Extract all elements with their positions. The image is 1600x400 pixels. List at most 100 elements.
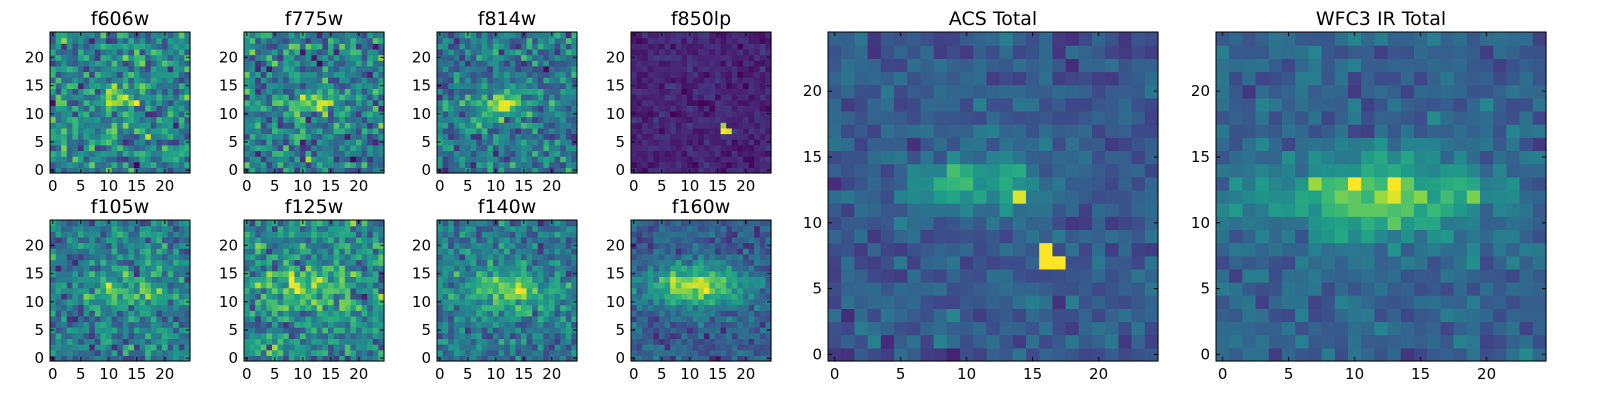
heatmap-cell: [173, 265, 180, 272]
heatmap-cell: [300, 236, 307, 244]
heatmap-cell: [549, 287, 556, 294]
heatmap-cell: [328, 110, 335, 118]
heatmap-cell: [277, 88, 284, 95]
heatmap-cell: [305, 116, 312, 123]
heatmap-cell: [249, 167, 256, 174]
heatmap-cell: [305, 287, 312, 294]
heatmap-cell: [731, 43, 738, 50]
heatmap-cell: [277, 220, 284, 227]
heatmap-cell: [442, 48, 449, 56]
heatmap-cell: [565, 355, 572, 362]
heatmap-cell: [367, 122, 374, 129]
heatmap-cell: [277, 298, 284, 306]
heatmap-cell: [543, 65, 550, 73]
heatmap-cell: [249, 298, 256, 306]
heatmap-cell: [50, 60, 57, 67]
heatmap-cell: [709, 304, 716, 311]
heatmap-cell: [305, 242, 312, 249]
heatmap-cell: [339, 60, 346, 67]
heatmap-cell: [350, 304, 357, 311]
heatmap-cell: [139, 355, 146, 362]
heatmap-cell: [156, 116, 163, 123]
heatmap-cell: [476, 293, 483, 300]
heatmap-cell: [316, 105, 323, 112]
heatmap-cell: [647, 139, 654, 146]
heatmap-cell: [78, 236, 85, 244]
heatmap-cell: [642, 327, 649, 334]
heatmap-cell: [272, 150, 279, 157]
heatmap-cell: [150, 338, 157, 345]
heatmap-cell: [378, 253, 385, 261]
heatmap-cell: [681, 60, 688, 67]
heatmap-cell: [631, 282, 638, 289]
heatmap-cell: [476, 225, 483, 232]
heatmap-cell: [322, 310, 329, 317]
heatmap-cell: [465, 304, 472, 311]
heatmap-cell: [255, 77, 262, 84]
heatmap-cell: [759, 82, 766, 89]
heatmap-cell: [167, 287, 174, 294]
heatmap-cell: [134, 259, 141, 266]
heatmap-cell: [134, 344, 141, 351]
heatmap-cell: [316, 77, 323, 84]
heatmap-cell: [698, 99, 705, 106]
heatmap-cell: [560, 110, 567, 118]
heatmap-cell: [521, 60, 528, 67]
heatmap-cell: [249, 161, 256, 168]
heatmap-cell: [167, 94, 174, 101]
heatmap-cell: [55, 355, 62, 362]
heatmap-cell: [150, 116, 157, 123]
heatmap-cell: [55, 88, 62, 95]
heatmap-cell: [543, 298, 550, 306]
heatmap-cell: [476, 355, 483, 362]
heatmap-cell: [504, 77, 511, 84]
heatmap-cell: [765, 105, 772, 112]
x-tick-label: 20: [542, 177, 561, 195]
heatmap-cell: [162, 225, 169, 232]
heatmap-cell: [754, 293, 761, 300]
heatmap-cell: [122, 231, 129, 238]
heatmap-cell: [726, 48, 733, 56]
heatmap-cell: [692, 338, 699, 345]
heatmap-cell: [698, 105, 705, 112]
heatmap-cell: [521, 321, 528, 328]
heatmap-cell: [61, 43, 68, 50]
heatmap-cell: [737, 133, 744, 140]
heatmap-cell: [504, 144, 511, 152]
heatmap-cell: [316, 220, 323, 227]
heatmap-cell: [372, 304, 379, 311]
heatmap-cell: [372, 60, 379, 67]
heatmap-cell: [367, 253, 374, 261]
heatmap-cell: [647, 167, 654, 174]
heatmap-cell: [378, 225, 385, 232]
heatmap-cell: [554, 82, 561, 89]
heatmap-cell: [571, 332, 578, 340]
heatmap-cell: [249, 133, 256, 140]
heatmap-cell: [715, 150, 722, 157]
heatmap-cell: [328, 259, 335, 266]
heatmap-cell: [294, 327, 301, 334]
heatmap-cell: [560, 338, 567, 345]
heatmap-cell: [260, 293, 267, 300]
heatmap-cell: [83, 105, 90, 112]
heatmap-cell: [543, 242, 550, 249]
heatmap-cell: [260, 99, 267, 106]
heatmap-cell: [311, 94, 318, 101]
heatmap-cell: [692, 293, 699, 300]
heatmap-cell: [316, 332, 323, 340]
heatmap-cell: [106, 242, 113, 249]
heatmap-cell: [731, 65, 738, 73]
heatmap-cell: [150, 236, 157, 244]
heatmap-cell: [493, 94, 500, 101]
heatmap-cell: [111, 304, 118, 311]
heatmap-cell: [173, 321, 180, 328]
heatmap-cell: [765, 156, 772, 163]
heatmap-cell: [255, 304, 262, 311]
heatmap-cell: [117, 139, 124, 146]
heatmap-cell: [316, 327, 323, 334]
heatmap-cell: [61, 77, 68, 84]
heatmap-cell: [681, 37, 688, 44]
heatmap-cell: [743, 161, 750, 168]
heatmap-cell: [283, 225, 290, 232]
heatmap-cell: [692, 82, 699, 89]
